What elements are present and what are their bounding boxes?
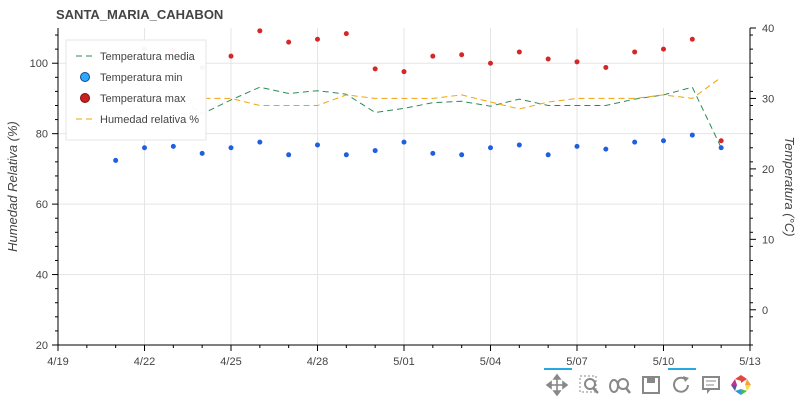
wheel-zoom-tool-icon[interactable] — [606, 372, 632, 398]
data-point-temperatura-max — [603, 64, 609, 70]
data-point-temperatura-min — [315, 142, 320, 148]
data-point-temperatura-max — [257, 28, 263, 34]
data-point-temperatura-max — [661, 46, 666, 52]
legend-label: Temperatura max — [100, 93, 186, 105]
x-tick-label: 5/01 — [393, 356, 414, 368]
data-point-temperatura-min — [632, 139, 638, 145]
data-point-temperatura-min — [113, 157, 119, 163]
y-left-tick-label: 100 — [30, 58, 48, 70]
x-tick-label: 4/25 — [220, 356, 241, 368]
x-tick-label: 4/19 — [47, 356, 68, 368]
data-point-temperatura-min — [488, 145, 493, 151]
series-layer — [113, 28, 724, 163]
y-right-tick-label: 30 — [762, 93, 774, 105]
legend-glyph-circle — [80, 93, 90, 103]
data-point-temperatura-min — [603, 146, 609, 152]
chart-toolbar[interactable] — [540, 368, 760, 400]
x-tick-label: 5/10 — [653, 356, 674, 368]
data-point-temperatura-min — [545, 152, 551, 158]
data-point-temperatura-max — [372, 66, 378, 72]
save-tool-icon[interactable] — [638, 372, 664, 398]
data-point-temperatura-max — [632, 49, 638, 55]
data-point-temperatura-max — [574, 59, 580, 65]
data-point-temperatura-min — [142, 145, 147, 151]
data-point-temperatura-min — [228, 145, 234, 151]
legend-label: Humedad relativa % — [100, 114, 199, 126]
series-line-humedad-relativa- — [115, 76, 722, 113]
bokeh-logo-icon — [728, 372, 754, 398]
y-right-tick-label: 10 — [762, 234, 774, 246]
y-right-tick-label: 20 — [762, 164, 774, 176]
data-point-temperatura-max — [488, 60, 493, 66]
data-point-temperatura-min — [286, 152, 292, 158]
y-left-axis-label: Humedad Relativa (%) — [5, 121, 20, 252]
legend-label: Temperatura min — [100, 72, 183, 84]
data-point-temperatura-min — [343, 152, 349, 158]
data-point-temperatura-min — [661, 138, 666, 144]
y-left-tick-label: 20 — [36, 340, 48, 352]
y-right-axis-label: Temperatura (°C) — [782, 136, 797, 236]
data-point-temperatura-max — [343, 31, 349, 37]
hover-tool-icon[interactable] — [698, 372, 724, 398]
y-left-tick-label: 60 — [36, 199, 48, 211]
series-line-temperatura-media — [115, 86, 722, 149]
data-point-temperatura-min — [401, 139, 407, 145]
legend-box — [65, 39, 207, 141]
data-point-temperatura-max — [430, 53, 436, 59]
chart-title: SANTA_MARIA_CAHABON — [56, 7, 224, 22]
reset-tool-icon[interactable] — [668, 368, 696, 398]
x-tick-label: 4/22 — [134, 356, 155, 368]
data-point-temperatura-min — [372, 148, 378, 154]
data-point-temperatura-max — [459, 52, 465, 58]
data-point-temperatura-min — [430, 150, 436, 156]
data-point-temperatura-max — [545, 56, 551, 62]
x-tick-label: 5/13 — [739, 356, 760, 368]
pan-tool-icon[interactable] — [544, 368, 572, 398]
data-point-temperatura-min — [689, 132, 695, 138]
data-point-temperatura-min — [199, 150, 205, 156]
y-right-tick-label: 0 — [762, 305, 768, 317]
y-right-tick-label: 40 — [762, 23, 774, 35]
data-point-temperatura-min — [516, 142, 522, 148]
axes-layer: 4/19 4/22 4/25 4/28 5/01 5/04 5/07 5/10 5/13 20 40… — [5, 23, 797, 368]
y-left-tick-label: 80 — [36, 129, 48, 141]
data-point-temperatura-max — [401, 69, 407, 75]
legend[interactable]: Temperatura media Temperatura min Temperat… — [65, 39, 207, 141]
data-point-temperatura-min — [718, 145, 724, 151]
data-point-temperatura-max — [228, 53, 234, 59]
data-point-temperatura-max — [286, 39, 292, 45]
data-point-temperatura-min — [574, 143, 580, 149]
x-tick-label: 5/07 — [566, 356, 587, 368]
box-zoom-tool-icon[interactable] — [576, 372, 602, 398]
legend-label: Temperatura media — [100, 51, 196, 63]
legend-glyph-circle — [80, 72, 90, 82]
data-point-temperatura-max — [689, 36, 695, 42]
data-point-temperatura-max — [315, 36, 320, 42]
data-point-temperatura-min — [459, 152, 465, 158]
x-tick-label: 4/28 — [307, 356, 328, 368]
data-point-temperatura-min — [257, 139, 263, 145]
data-point-temperatura-min — [170, 143, 176, 149]
x-tick-label: 5/04 — [480, 356, 501, 368]
data-point-temperatura-max — [718, 138, 724, 144]
y-left-tick-label: 40 — [36, 270, 48, 282]
data-point-temperatura-max — [516, 49, 522, 55]
